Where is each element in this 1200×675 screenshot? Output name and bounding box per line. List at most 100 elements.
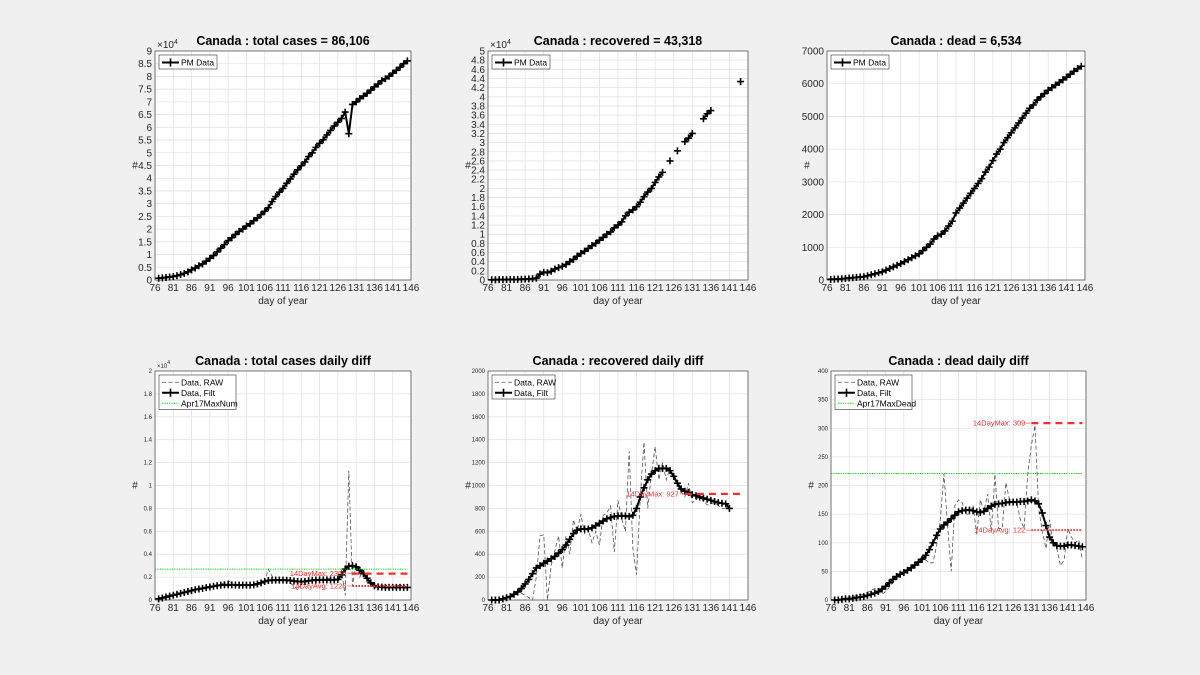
data-point-marker (666, 157, 674, 165)
subplot-2: 76 81 86 91 96 101 106 111 116 121 126 131 136 141 146… (465, 34, 757, 307)
data-point-marker (644, 188, 652, 196)
y-tick-label: 3 (146, 199, 152, 210)
y-tick-label: 3.5 (138, 186, 152, 197)
data-point-marker (543, 557, 551, 565)
x-tick-label: 116 (293, 283, 309, 294)
data-point-marker (521, 580, 529, 588)
x-tick-label: 146 (740, 283, 757, 294)
data-point-marker (173, 590, 181, 598)
data-point-marker (981, 168, 989, 176)
data-point-marker (1000, 139, 1008, 147)
annotation-label: 14DayAvg: 122 (974, 526, 1025, 535)
data-point-marker (356, 95, 364, 103)
x-tick-label: 116 (293, 603, 309, 614)
data-point-marker (566, 258, 574, 266)
y-tick-label: 3 (479, 138, 485, 149)
data-point-marker (984, 504, 992, 512)
x-tick-label: 131 (1021, 283, 1038, 294)
data-point-marker (967, 189, 975, 197)
x-tick-label: 81 (501, 283, 513, 294)
data-point-marker (261, 577, 269, 585)
x-tick-label: 106 (929, 283, 946, 294)
data-point-marker (1029, 101, 1037, 109)
data-point-marker (644, 476, 652, 484)
data-point-marker (647, 184, 655, 192)
y-exponent-label: ×104 (157, 360, 170, 370)
data-point-marker (503, 594, 511, 602)
axes-box (487, 50, 749, 281)
data-point-marker (308, 149, 316, 157)
y-tick-label: 2000 (472, 369, 486, 375)
y-tick-label: 250 (818, 455, 829, 461)
data-point-marker (610, 224, 618, 232)
data-point-marker (907, 564, 915, 572)
data-point-marker (603, 515, 611, 523)
data-point-marker (359, 92, 367, 100)
data-point-marker (551, 552, 559, 560)
data-point-marker (272, 193, 280, 201)
x-tick-label: 121 (311, 603, 328, 614)
data-point-marker (963, 194, 971, 202)
data-point-marker (319, 136, 327, 144)
data-point-marker (970, 184, 978, 192)
x-axis-label: day of year (593, 296, 643, 307)
y-axis-label: # (808, 481, 814, 492)
data-point-marker (532, 274, 540, 282)
chart-title: Canada : recovered daily diff (533, 354, 705, 368)
legend-entry: Data, RAW (514, 377, 556, 387)
x-tick-label: 76 (149, 283, 161, 294)
data-point-marker (239, 225, 247, 233)
data-point-marker (1066, 70, 1074, 78)
data-point-marker (334, 118, 342, 126)
data-point-marker (1004, 134, 1012, 142)
data-point-marker (1048, 84, 1056, 92)
y-tick-label: 0 (146, 276, 152, 287)
x-tick-label: 76 (149, 603, 161, 614)
data-point-marker (885, 579, 893, 587)
data-point-marker (374, 80, 382, 88)
data-point-marker (562, 541, 570, 549)
x-tick-label: 146 (403, 603, 420, 614)
data-point-marker (316, 139, 324, 147)
data-point-marker (305, 153, 313, 161)
y-tick-label: 3.4 (471, 120, 485, 131)
x-tick-label: 86 (520, 283, 532, 294)
data-point-marker (363, 574, 371, 582)
data-point-marker (1033, 96, 1041, 104)
axes-box (487, 370, 749, 601)
data-point-marker (599, 233, 607, 241)
data-point-marker (951, 511, 959, 519)
data-point-marker (900, 258, 908, 266)
x-tick-label: 101 (914, 603, 931, 614)
y-tick-label: 1.8 (471, 193, 485, 204)
data-point-marker (536, 562, 544, 570)
data-point-marker (246, 220, 254, 228)
data-point-marker (286, 175, 294, 183)
x-axis-label: day of year (258, 616, 308, 627)
x-tick-label: 116 (629, 283, 645, 294)
data-point-marker (162, 593, 170, 601)
data-point-marker (711, 498, 719, 506)
data-point-marker (1077, 62, 1085, 70)
data-point-marker (860, 593, 868, 601)
data-point-marker (875, 269, 883, 277)
data-point-marker (1027, 496, 1035, 504)
legend-marker (499, 58, 508, 67)
data-point-marker (651, 467, 659, 475)
data-point-marker (978, 175, 986, 183)
y-tick-label: 0 (482, 598, 486, 604)
data-point-marker (1063, 73, 1071, 81)
data-point-marker (1031, 497, 1039, 505)
data-point-marker (599, 517, 607, 525)
data-point-marker (206, 254, 214, 262)
data-point-marker (253, 580, 261, 588)
y-tick-label: 0 (479, 276, 485, 287)
x-axis-label: day of year (258, 296, 308, 307)
axes-box (830, 370, 1087, 601)
data-point-marker (547, 267, 555, 275)
data-point-marker (1018, 114, 1026, 122)
data-point-marker (922, 551, 930, 559)
y-exponent-value: 4 (507, 39, 511, 46)
annotation-label: 14DayMax: 927 (626, 489, 679, 498)
